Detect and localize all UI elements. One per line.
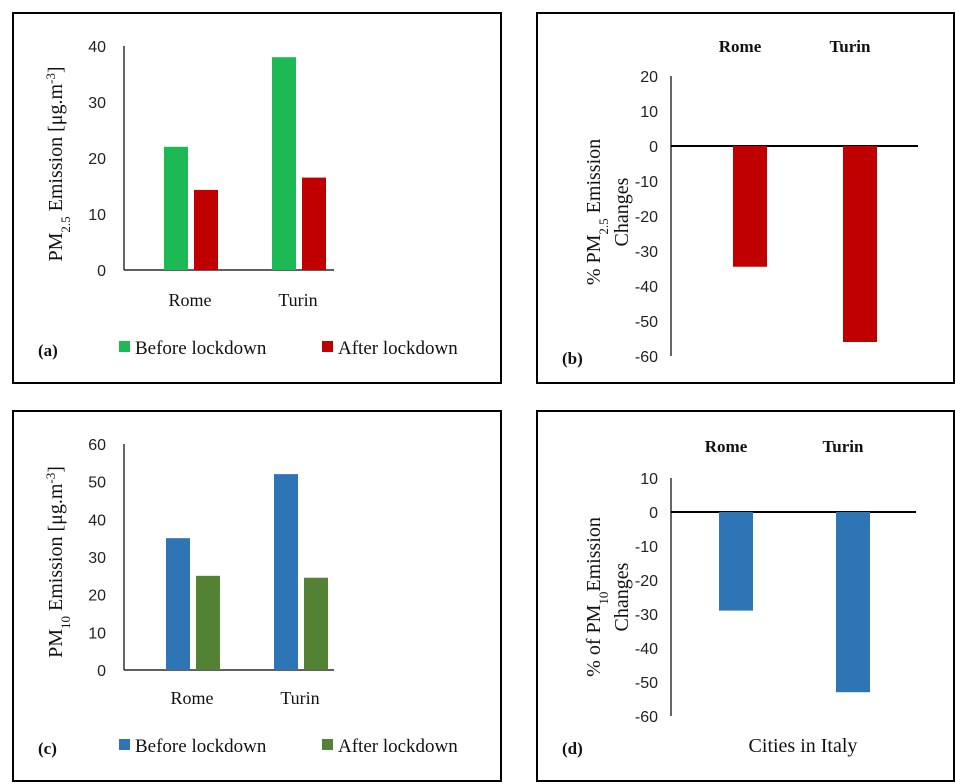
legend-label: After lockdown (338, 338, 458, 359)
y-tick-label: -60 (635, 349, 658, 366)
y-axis-label: PM10 Emission [μg.m-3] (43, 466, 73, 658)
y-tick-label: 40 (88, 39, 106, 56)
y-tick-label: 0 (649, 139, 658, 156)
y-tick-label: -10 (635, 539, 658, 556)
y-tick-label: 10 (640, 471, 658, 488)
y-tick-label: -60 (635, 709, 658, 726)
legend-swatch (322, 739, 333, 750)
y-tick-label: -40 (635, 641, 658, 658)
chart-panel-b: 20 10 0 -10 -20 -30 -40 -50 -60 Rome Turin % PM2.5 … (536, 12, 955, 384)
bar-turin-change (836, 512, 870, 693)
y-tick-label: 20 (88, 588, 106, 605)
category-label-top: Turin (823, 437, 865, 456)
legend-swatch (119, 341, 130, 352)
bar-rome-after (196, 575, 220, 670)
panel-label: (a) (38, 341, 58, 360)
y-axis-label-line1: % PM2.5 Emission (583, 139, 611, 285)
panel-label: (c) (38, 739, 57, 758)
y-tick-label: -40 (635, 279, 658, 296)
y-tick-label: -50 (635, 675, 658, 692)
chart-a-svg: 0 10 20 30 40 Rome Turin PM2.5 Emission [μg.m-3… (38, 39, 458, 360)
y-axis-label-line2: Changes (611, 177, 633, 246)
x-tick-label: Rome (169, 290, 212, 310)
y-tick-label: 20 (88, 151, 106, 168)
y-tick-label: -10 (635, 174, 658, 191)
bar-rome-after (194, 189, 218, 270)
y-tick-label: 30 (88, 95, 106, 112)
x-tick-label: Turin (280, 688, 319, 708)
bar-turin-before (274, 474, 298, 670)
chart-b-svg: 20 10 0 -10 -20 -30 -40 -50 -60 Rome Turin % PM2.5 … (562, 37, 918, 368)
y-tick-label: 0 (97, 263, 106, 280)
category-label-top: Rome (719, 37, 762, 56)
bar-rome-before (166, 538, 190, 670)
legend-swatch (119, 739, 130, 750)
bar-rome-change (719, 512, 753, 611)
bar-rome-before (164, 146, 188, 270)
bar-rome-change (733, 146, 767, 267)
y-tick-label: -50 (635, 314, 658, 331)
x-axis-title: Cities in Italy (749, 735, 858, 757)
panel-label: (b) (562, 349, 583, 368)
y-tick-label: 40 (88, 512, 106, 529)
legend-swatch (322, 341, 333, 352)
y-tick-label: 20 (640, 69, 658, 86)
y-axis-label: PM2.5 Emission [μg.m-3] (43, 66, 73, 261)
legend-label: Before lockdown (135, 338, 267, 359)
y-tick-label: 10 (640, 104, 658, 121)
y-tick-label: -30 (635, 244, 658, 261)
y-tick-label: 0 (649, 505, 658, 522)
y-tick-label: -30 (635, 607, 658, 624)
x-tick-label: Turin (278, 290, 317, 310)
bar-turin-change (843, 146, 877, 342)
bar-turin-after (304, 577, 328, 670)
bar-turin-after (302, 177, 326, 270)
y-tick-label: 10 (88, 625, 106, 642)
y-tick-label: 0 (97, 663, 106, 680)
y-tick-label: 50 (88, 475, 106, 492)
y-axis-label-line2: Changes (611, 562, 633, 631)
category-label-top: Turin (830, 37, 872, 56)
y-axis-label-line1: % of PM10Emission (583, 517, 611, 677)
y-tick-label: 10 (88, 207, 106, 224)
legend-label: Before lockdown (135, 736, 267, 757)
y-tick-label: 30 (88, 550, 106, 567)
bar-turin-before (272, 57, 296, 271)
category-label-top: Rome (705, 437, 748, 456)
y-tick-label: -20 (635, 573, 658, 590)
chart-d-svg: 10 0 -10 -20 -30 -40 -50 -60 Rome Turin % of PM10E… (562, 437, 916, 758)
chart-panel-a: 0 10 20 30 40 Rome Turin PM2.5 Emission [μg.m-3… (12, 12, 502, 384)
chart-panel-d: 10 0 -10 -20 -30 -40 -50 -60 Rome Turin % of PM10E… (536, 410, 955, 782)
legend-label: After lockdown (338, 736, 458, 757)
x-tick-label: Rome (171, 688, 214, 708)
chart-c-svg: 0 10 20 30 40 50 60 Rome Turin PM10 Emission [μg.… (38, 437, 458, 758)
panel-label: (d) (562, 739, 583, 758)
chart-panel-c: 0 10 20 30 40 50 60 Rome Turin PM10 Emission [μg.… (12, 410, 502, 782)
y-tick-label: 60 (88, 437, 106, 454)
y-tick-label: -20 (635, 209, 658, 226)
